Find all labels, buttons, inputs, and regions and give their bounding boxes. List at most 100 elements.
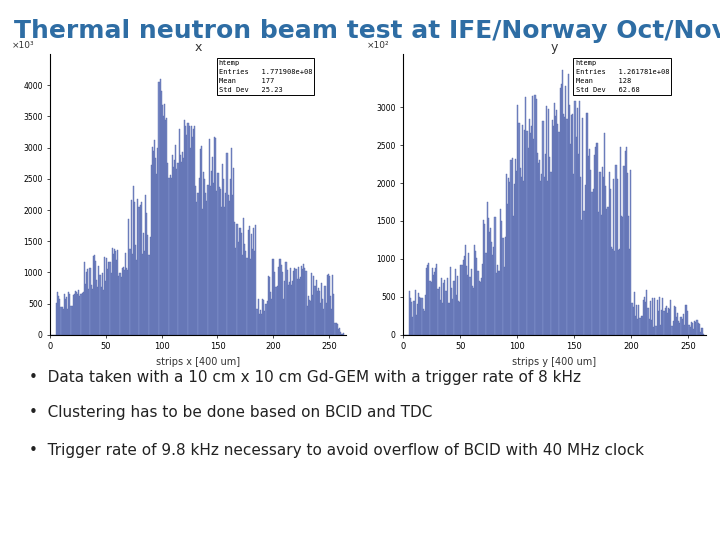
Bar xyxy=(546,106,547,335)
Bar xyxy=(167,163,168,335)
Bar xyxy=(555,116,556,335)
Bar xyxy=(176,170,177,335)
Bar xyxy=(593,188,594,335)
Bar xyxy=(678,321,680,335)
Bar xyxy=(135,245,136,335)
Bar xyxy=(621,217,622,335)
Bar xyxy=(570,144,571,335)
Bar xyxy=(258,314,260,335)
Bar xyxy=(343,333,344,335)
Bar xyxy=(103,290,104,335)
Bar xyxy=(614,251,616,335)
Bar xyxy=(219,187,220,335)
Bar xyxy=(677,313,678,335)
Bar xyxy=(132,186,134,335)
Bar xyxy=(61,307,63,335)
Bar xyxy=(510,160,512,335)
Bar xyxy=(68,292,69,335)
Bar xyxy=(454,269,456,335)
Bar xyxy=(550,172,552,335)
Bar xyxy=(232,195,233,335)
Bar xyxy=(319,292,320,335)
Bar xyxy=(464,256,465,335)
Bar xyxy=(330,296,331,335)
Bar xyxy=(499,271,500,335)
Bar xyxy=(701,328,702,335)
Bar xyxy=(107,269,108,335)
Bar xyxy=(161,91,162,335)
Bar xyxy=(143,233,144,335)
Bar xyxy=(182,152,183,335)
Bar xyxy=(520,168,521,335)
Bar xyxy=(340,332,341,335)
Bar xyxy=(179,155,181,335)
Bar xyxy=(515,159,516,335)
Bar xyxy=(410,299,411,335)
Bar xyxy=(594,154,595,335)
Bar xyxy=(73,294,75,335)
Bar xyxy=(549,157,550,335)
Bar xyxy=(505,237,506,335)
Bar xyxy=(425,295,426,335)
Bar xyxy=(479,281,480,335)
Title: x: x xyxy=(194,41,202,54)
Bar xyxy=(685,305,686,335)
Bar xyxy=(317,291,318,335)
Bar xyxy=(583,211,585,335)
Bar xyxy=(186,134,187,335)
Bar xyxy=(471,269,472,335)
Bar xyxy=(338,329,339,335)
Bar xyxy=(102,273,103,335)
Bar xyxy=(684,326,685,335)
Bar xyxy=(168,178,170,335)
Bar xyxy=(507,204,508,335)
Bar xyxy=(268,276,269,335)
Bar xyxy=(665,308,666,335)
Bar xyxy=(185,126,186,335)
Bar xyxy=(85,284,86,335)
Bar xyxy=(456,276,458,335)
Bar xyxy=(236,224,238,335)
Bar xyxy=(230,179,231,335)
Bar xyxy=(244,244,246,335)
Bar xyxy=(128,219,130,335)
Bar xyxy=(213,183,214,335)
Bar xyxy=(145,195,146,335)
Bar xyxy=(339,328,340,335)
Bar xyxy=(581,220,582,335)
Bar xyxy=(620,146,621,335)
Bar xyxy=(582,118,583,335)
Bar xyxy=(475,251,476,335)
Bar xyxy=(287,270,288,335)
Bar xyxy=(118,276,120,335)
Bar xyxy=(541,174,542,335)
Bar xyxy=(651,320,652,335)
Bar xyxy=(229,201,230,335)
Bar xyxy=(579,102,580,335)
Bar xyxy=(573,174,575,335)
Bar xyxy=(158,82,160,335)
Bar xyxy=(332,275,333,335)
Bar xyxy=(619,249,620,335)
Bar xyxy=(84,262,85,335)
Bar xyxy=(300,277,301,335)
Bar xyxy=(331,309,332,335)
Bar xyxy=(682,319,683,335)
Bar xyxy=(676,317,677,335)
Bar xyxy=(440,300,441,335)
Bar xyxy=(595,147,596,335)
Bar xyxy=(653,327,654,335)
Bar xyxy=(226,153,228,335)
X-axis label: strips x [400 um]: strips x [400 um] xyxy=(156,357,240,367)
Bar xyxy=(700,332,701,335)
Bar xyxy=(243,218,244,335)
Bar xyxy=(328,274,329,335)
Bar xyxy=(472,286,473,335)
Bar xyxy=(696,320,698,335)
Text: ×10³: ×10³ xyxy=(12,42,35,50)
Bar xyxy=(642,316,643,335)
Bar xyxy=(554,103,555,335)
Bar xyxy=(152,147,153,335)
Bar xyxy=(424,310,425,335)
Bar xyxy=(204,179,205,335)
